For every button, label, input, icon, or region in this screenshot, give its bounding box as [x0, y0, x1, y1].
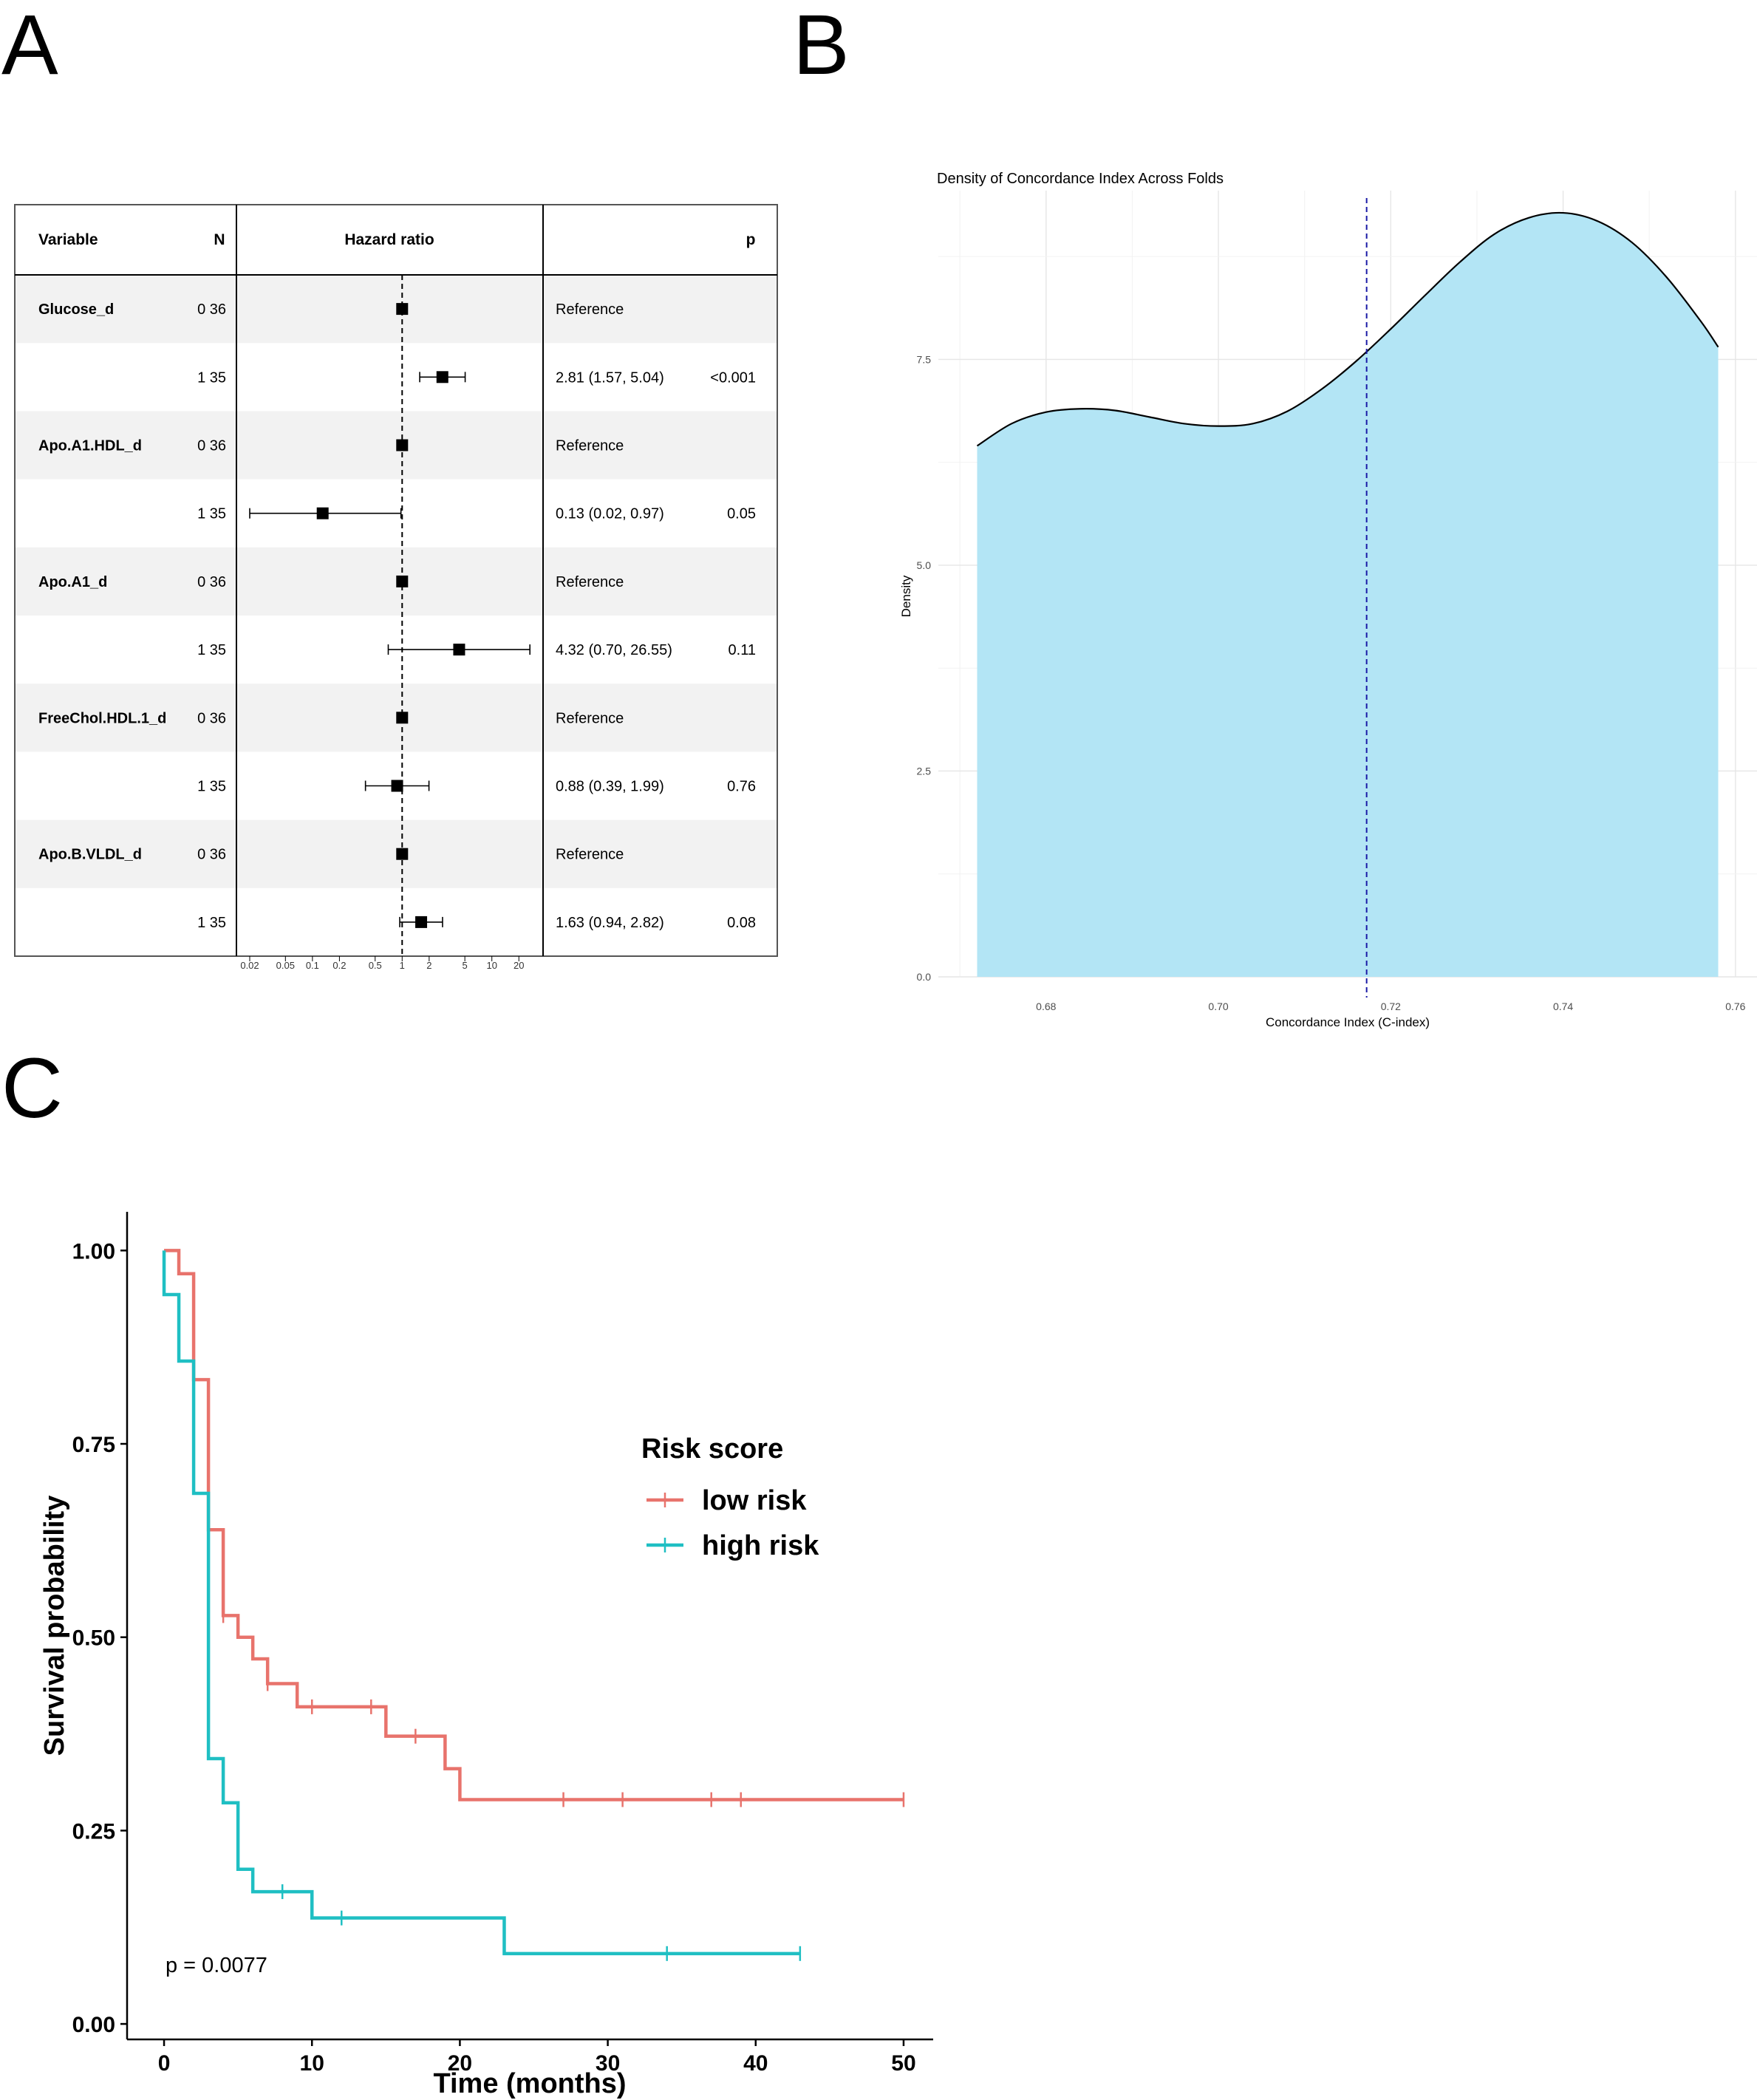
forest-n-label: 1 35 — [197, 369, 226, 386]
km-x-tick-label: 10 — [300, 2051, 324, 2076]
forest-hr-text: Reference — [556, 847, 624, 863]
km-x-tick-label: 40 — [743, 2051, 768, 2076]
density-x-label: Concordance Index (C-index) — [1266, 1015, 1430, 1029]
forest-x-tick-label: 20 — [514, 960, 524, 971]
forest-row-band — [16, 819, 777, 888]
forest-x-tick-label: 0.5 — [369, 960, 382, 971]
forest-hr-text: 0.13 (0.02, 0.97) — [556, 506, 664, 522]
forest-point — [436, 371, 448, 383]
km-legend-title: Risk score — [641, 1433, 783, 1465]
forest-variable-label: Glucose_d — [38, 301, 114, 318]
km-x-tick-label: 50 — [891, 2051, 915, 2076]
density-y-tick-label: 0.0 — [917, 971, 932, 983]
km-y-label: Survival probability — [39, 1496, 70, 1756]
km-x-tick-label: 20 — [448, 2051, 472, 2076]
forest-n-label: 1 35 — [197, 506, 226, 522]
density-plot: Density of Concordance Index Across Fold… — [899, 171, 1757, 1029]
forest-point — [396, 712, 409, 724]
forest-x-tick-label: 0.2 — [332, 960, 346, 971]
forest-row-band — [16, 275, 777, 344]
density-x-tick-label: 0.74 — [1553, 1000, 1573, 1012]
forest-n-label: 0 36 — [197, 574, 226, 590]
forest-point — [415, 916, 428, 928]
forest-hr-text: Reference — [556, 438, 624, 454]
forest-n-label: 0 36 — [197, 847, 226, 863]
forest-n-label: 1 35 — [197, 642, 226, 658]
density-y-tick-label: 7.5 — [917, 353, 932, 365]
forest-x-tick-label: 0.1 — [306, 960, 319, 971]
km-y-tick-label: 1.00 — [72, 1239, 115, 1264]
km-legend-label: low risk — [702, 1485, 807, 1516]
forest-p-value: <0.001 — [710, 369, 756, 386]
forest-row-band — [16, 683, 777, 752]
panel-label-b: B — [793, 0, 850, 92]
forest-n-label: 1 35 — [197, 779, 226, 795]
forest-n-label: 0 36 — [197, 301, 226, 318]
km-y-tick-label: 0.50 — [72, 1626, 115, 1651]
forest-x-tick-label: 2 — [426, 960, 431, 971]
km-y-tick-label: 0.75 — [72, 1433, 115, 1457]
forest-p-value: 0.05 — [727, 506, 756, 522]
forest-n-label: 0 36 — [197, 438, 226, 454]
panel-label-c: C — [1, 1041, 63, 1136]
forest-plot: Variable N Hazard ratio p Glucose_d 0 36 R… — [14, 204, 778, 971]
forest-variable-label: Apo.A1_d — [38, 574, 107, 590]
forest-point — [316, 507, 329, 519]
forest-hr-text: Reference — [556, 574, 624, 590]
density-x-tick-label: 0.70 — [1208, 1000, 1228, 1012]
km-p-value: p = 0.0077 — [166, 1954, 267, 1977]
forest-row-band — [16, 547, 777, 616]
forest-point — [453, 644, 465, 656]
forest-border — [14, 204, 778, 957]
forest-p-value: 0.76 — [727, 779, 756, 795]
density-title: Density of Concordance Index Across Fold… — [937, 171, 1224, 187]
km-legend-label: high risk — [702, 1530, 819, 1561]
km-y-tick-label: 0.00 — [72, 2013, 115, 2037]
forest-header-n: N — [214, 231, 225, 248]
forest-hr-text: Reference — [556, 710, 624, 726]
forest-n-label: 0 36 — [197, 710, 226, 726]
density-y-tick-label: 2.5 — [917, 765, 932, 777]
forest-n-label: 1 35 — [197, 915, 226, 931]
forest-variable-label: FreeChol.HDL.1_d — [38, 710, 166, 726]
forest-x-tick-label: 0.02 — [240, 960, 259, 971]
forest-hr-text: 0.88 (0.39, 1.99) — [556, 779, 664, 795]
forest-p-value: 0.11 — [729, 642, 756, 658]
forest-hr-text: 2.81 (1.57, 5.04) — [556, 369, 664, 386]
forest-x-tick-label: 1 — [400, 960, 405, 971]
km-x-tick-label: 30 — [596, 2051, 620, 2076]
forest-header-variable: Variable — [38, 231, 98, 248]
density-y-label: Density — [899, 575, 913, 617]
forest-header-hazard-ratio: Hazard ratio — [344, 231, 434, 248]
forest-hr-text: Reference — [556, 301, 624, 318]
km-x-label: Time (months) — [433, 2068, 626, 2099]
density-x-tick-label: 0.68 — [1036, 1000, 1056, 1012]
forest-x-tick-label: 5 — [463, 960, 468, 971]
forest-x-tick-label: 0.05 — [276, 960, 295, 971]
panel-label-a: A — [1, 0, 58, 92]
kaplan-meier-plot: 0.00 0.25 0.50 0.75 1.00 0 10 20 30 40 50 Time (mo… — [39, 1212, 933, 2099]
km-y-tick-label: 0.25 — [72, 1819, 115, 1844]
density-area — [977, 212, 1719, 977]
forest-variable-label: Apo.B.VLDL_d — [38, 847, 142, 863]
forest-p-value: 0.08 — [727, 915, 756, 931]
forest-hr-text: 1.63 (0.94, 2.82) — [556, 915, 664, 931]
forest-header-p: p — [746, 231, 756, 248]
forest-x-tick-label: 10 — [486, 960, 497, 971]
km-curve-low-risk — [164, 1249, 904, 1801]
forest-hr-text: 4.32 (0.70, 26.55) — [556, 642, 672, 658]
km-curve-high-risk — [162, 1250, 800, 1956]
density-y-tick-label: 5.0 — [917, 559, 932, 571]
density-curve — [976, 211, 1719, 447]
density-x-tick-label: 0.72 — [1381, 1000, 1401, 1012]
km-x-tick-label: 0 — [158, 2051, 171, 2076]
forest-variable-label: Apo.A1.HDL_d — [38, 438, 142, 454]
forest-point — [391, 780, 403, 792]
forest-point — [396, 303, 409, 316]
km-legend: Risk score low risk high risk — [641, 1433, 819, 1561]
forest-row-band — [16, 411, 777, 480]
density-x-tick-label: 0.76 — [1725, 1000, 1745, 1012]
